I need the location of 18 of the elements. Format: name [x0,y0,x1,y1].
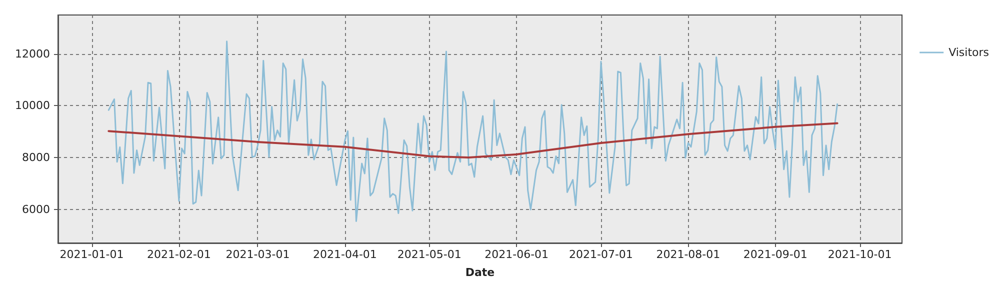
x-tick-label: 2021-03-01 [226,248,290,261]
x-tick-label: 2021-07-01 [569,248,633,261]
y-tick-label: 10000 [15,99,50,112]
y-tick-label: 8000 [22,151,50,164]
x-tick-label: 2021-01-01 [60,248,124,261]
y-tick-label: 12000 [15,47,50,60]
legend-label: Visitors [948,46,990,59]
x-tick-label: 2021-04-01 [312,248,377,261]
x-tick-label: 2021-06-01 [484,248,549,261]
x-tick-label: 2021-09-01 [743,248,808,261]
x-tick-label: 2021-05-01 [397,248,462,261]
x-tick-label: 2021-02-01 [147,248,211,261]
x-tick-label: 2021-10-01 [828,248,892,261]
line-series [108,122,838,158]
x-axis-title: Date [465,266,495,279]
y-tick-label: 6000 [22,202,50,216]
x-tick-label: 2021-08-01 [656,248,720,261]
line-series [108,40,838,222]
